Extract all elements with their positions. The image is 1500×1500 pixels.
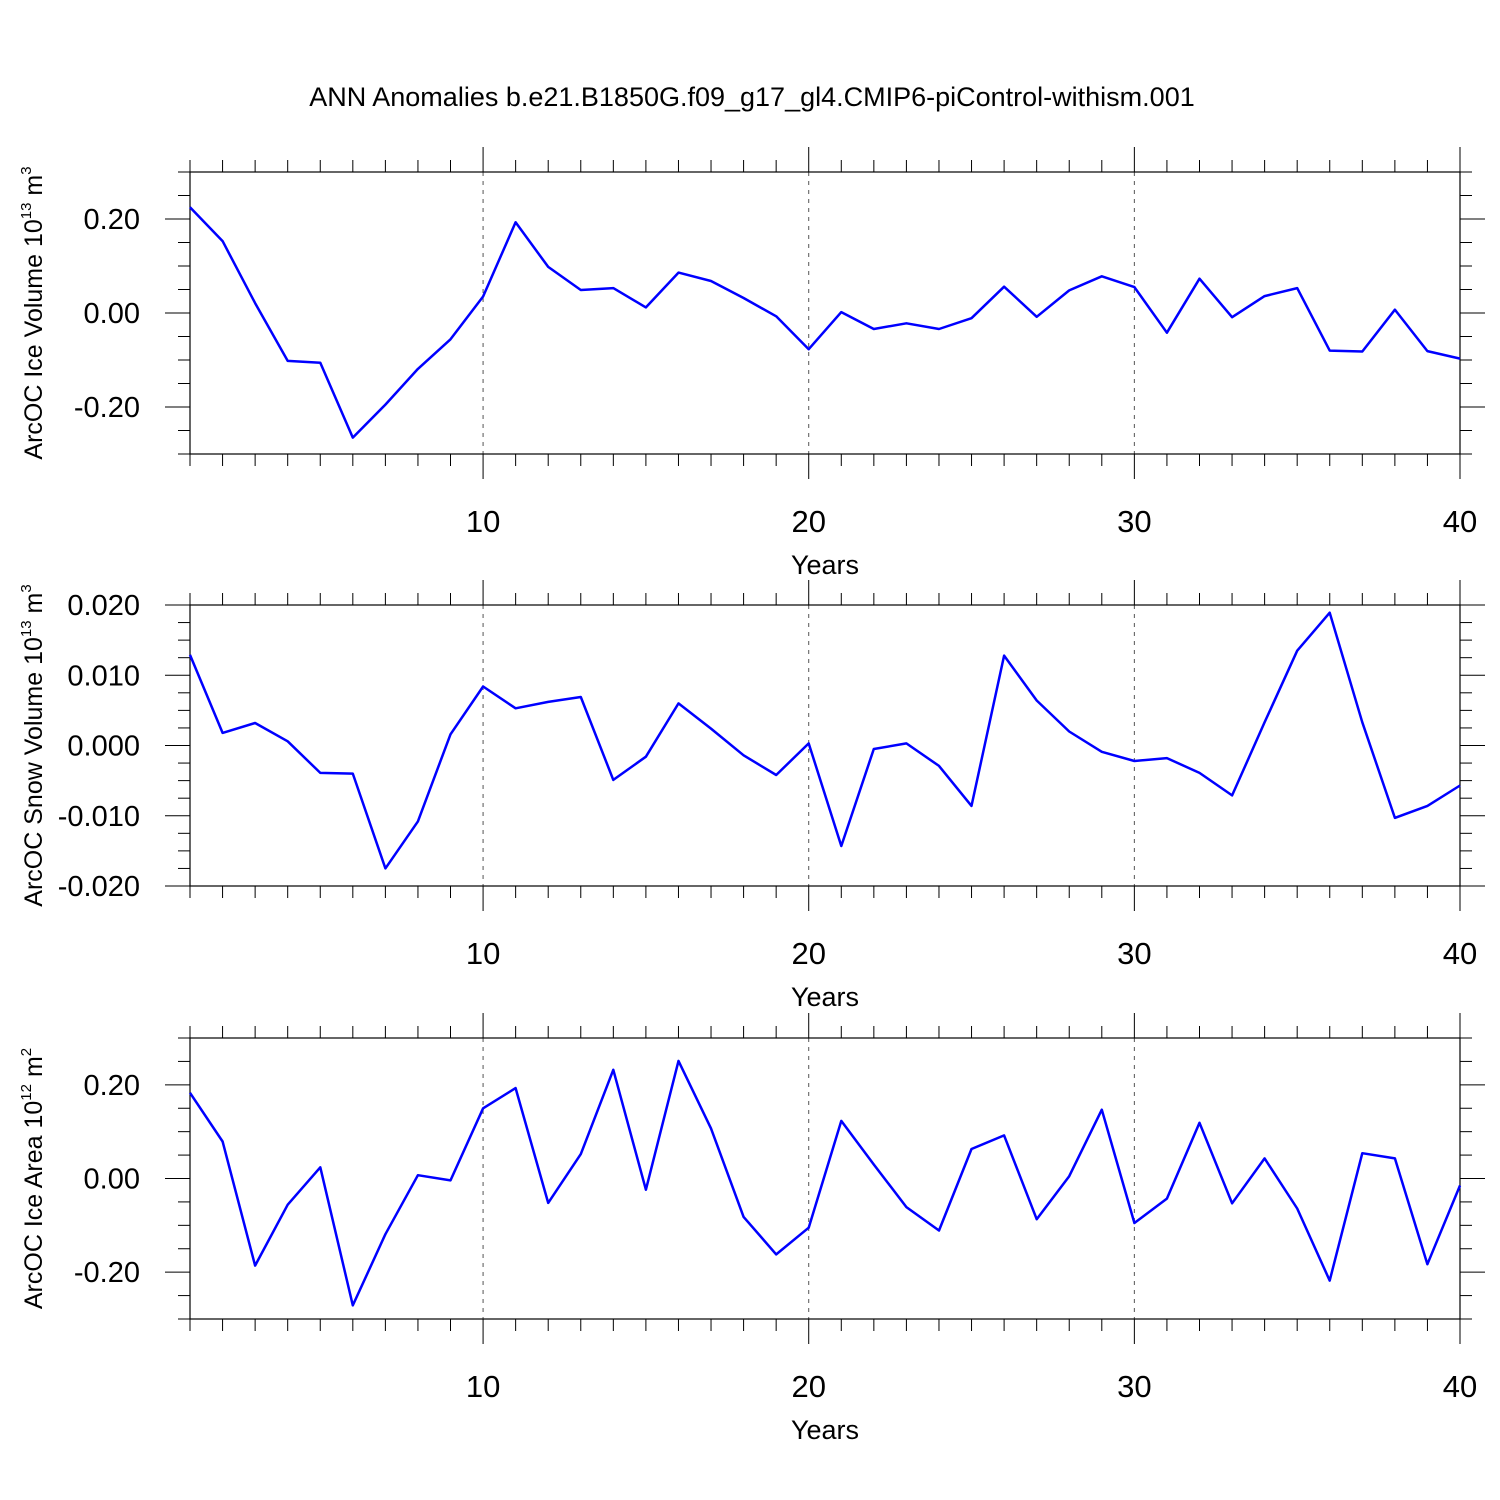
plot-frame <box>189 604 1461 887</box>
plot-frame <box>189 1037 1461 1320</box>
y-tick-label-3: 0.20 <box>84 1070 140 1102</box>
x-tick-label-4: 40 <box>1443 936 1477 971</box>
y-axis-label-ylabel-exp: 13 <box>18 620 35 637</box>
x-tick-label-4: 40 <box>1443 504 1477 539</box>
y-axis-label: ArcOC Snow Volume 1013 m3 <box>18 584 48 906</box>
y-tick-label-2: -0.010 <box>58 801 140 833</box>
x-tick-label-2: 20 <box>791 936 825 971</box>
y-axis-label-ylabel-unit: m <box>20 593 48 621</box>
y-axis-label-ylabel-unit: m <box>20 175 48 203</box>
y-tick-label-1: -0.020 <box>58 871 140 903</box>
y-tick-label-2: 0.00 <box>84 1164 140 1196</box>
y-axis-label-ylabel: ArcOC Ice Area 10 <box>20 1101 48 1309</box>
figure-title: ANN Anomalies b.e21.B1850G.f09_g17_gl4.C… <box>309 82 1194 112</box>
x-tick-label-1: 10 <box>466 1369 500 1404</box>
y-axis-label-ylabel-unit-exp: 2 <box>18 1048 35 1056</box>
y-tick-label-5: 0.020 <box>67 590 140 622</box>
y-axis-label-ylabel-unit-exp: 3 <box>18 166 35 174</box>
x-axis-label: Years <box>791 982 859 1012</box>
x-tick-label-3: 30 <box>1117 936 1151 971</box>
x-tick-label-3: 30 <box>1117 504 1151 539</box>
y-axis-label-ylabel-unit: m <box>20 1056 48 1084</box>
panel-3: 10 20 30 40 -0.20 0.00 0.20 Years ArcOC Ice Area… <box>18 1013 1485 1445</box>
y-tick-label-3: 0.000 <box>67 731 140 763</box>
series-line-3 <box>188 1059 1462 1307</box>
y-tick-label-1: -0.20 <box>74 1257 140 1289</box>
y-axis-label-ylabel-exp: 12 <box>18 1084 35 1101</box>
y-tick-label-2: 0.00 <box>84 298 140 330</box>
y-axis-label-ylabel: ArcOC Ice Volume 10 <box>20 219 48 459</box>
y-tick-label-1: -0.20 <box>74 392 140 424</box>
x-axis-label: Years <box>791 1415 859 1445</box>
y-axis-label-ylabel-exp: 13 <box>18 203 35 220</box>
panels: 10 20 30 40 -0.20 0.00 0.20 Years ArcOC Ice Volu… <box>18 147 1485 1445</box>
y-tick-label-3: 0.20 <box>84 204 140 236</box>
y-axis-label-ylabel: ArcOC Snow Volume 10 <box>20 637 48 907</box>
y-tick-label-4: 0.010 <box>67 660 140 692</box>
x-tick-label-2: 20 <box>791 1369 825 1404</box>
y-axis-label-ylabel-unit-exp: 3 <box>18 584 35 592</box>
x-tick-label-3: 30 <box>1117 1369 1151 1404</box>
x-tick-label-1: 10 <box>466 504 500 539</box>
plot-frame <box>189 171 1461 455</box>
series-line-1 <box>189 206 1461 439</box>
x-axis-label: Years <box>791 550 859 580</box>
series-line-2 <box>188 611 1461 870</box>
x-tick-label-4: 40 <box>1443 1369 1477 1404</box>
panel-1: 10 20 30 40 -0.20 0.00 0.20 Years ArcOC Ice Volu… <box>18 147 1485 580</box>
y-axis-label: ArcOC Ice Volume 1013 m3 <box>18 166 48 459</box>
y-axis-label: ArcOC Ice Area 1012 m2 <box>18 1048 48 1309</box>
panel-2: 10 20 30 40 -0.020 -0.010 0.000 0.010 0.020 Years… <box>18 580 1485 1012</box>
x-tick-label-1: 10 <box>466 936 500 971</box>
x-tick-label-2: 20 <box>791 504 825 539</box>
